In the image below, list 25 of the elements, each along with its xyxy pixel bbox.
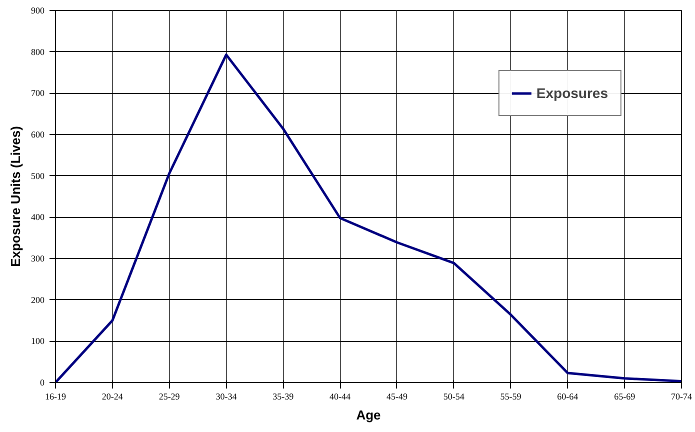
y-tick-label: 300 <box>31 254 45 264</box>
x-tick-label: 16-19 <box>45 392 66 402</box>
x-tick-label: 20-24 <box>102 392 124 402</box>
y-tick-label: 900 <box>31 6 45 16</box>
x-tick-label: 70-74 <box>671 392 692 402</box>
x-tick-label: 45-49 <box>386 392 408 402</box>
x-tick-label: 35-39 <box>272 392 294 402</box>
x-tick-label: 60-64 <box>557 392 579 402</box>
y-tick-label: 500 <box>31 170 45 181</box>
y-tick-label: 200 <box>31 294 45 305</box>
y-tick-label: 800 <box>31 46 45 57</box>
y-tick-label: 400 <box>31 212 45 222</box>
x-tick-label: 55-59 <box>500 392 522 402</box>
x-tick-label: 50-54 <box>443 392 465 402</box>
x-axis-title: Age <box>356 408 381 422</box>
x-tick-label: 40-44 <box>330 392 352 402</box>
y-tick-label: 100 <box>31 336 45 346</box>
y-tick-label: 700 <box>31 88 45 98</box>
y-tick-label: 0 <box>40 378 45 388</box>
y-tick-label: 600 <box>31 130 45 140</box>
x-tick-label: 25-29 <box>158 392 180 402</box>
legend-label: Exposures <box>536 85 608 101</box>
x-tick-label: 65-69 <box>614 392 636 402</box>
x-tick-label: 30-34 <box>216 392 238 402</box>
y-axis-title: Exposure Units (Lives) <box>8 126 23 267</box>
